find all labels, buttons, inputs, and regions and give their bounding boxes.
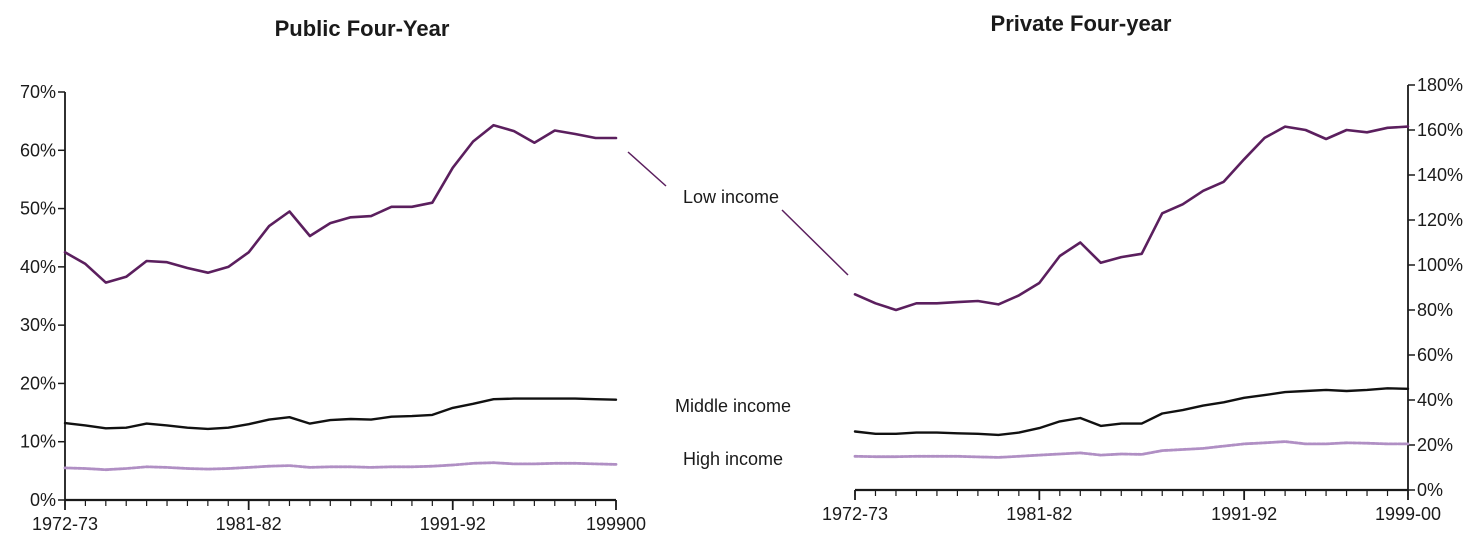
- public-y-tick-label: 40%: [20, 257, 56, 277]
- private-y-tick-label: 180%: [1417, 75, 1463, 95]
- public-chart-title: Public Four-Year: [275, 16, 450, 41]
- private-axes: [854, 84, 1415, 500]
- public-y-tick-label: 50%: [20, 199, 56, 219]
- low-income-leader-left: [627, 151, 667, 187]
- low-income-label: Low income: [683, 187, 779, 207]
- series-labels: Low income Middle income High income: [627, 151, 849, 469]
- public-axes: [58, 91, 617, 510]
- private-series-low-income: [853, 125, 1410, 312]
- public-tick-labels: 0% 10% 20% 30% 40% 50% 60% 70% 1972-73 1981-82 199…: [20, 82, 646, 534]
- public-y-tick-label: 70%: [20, 82, 56, 102]
- public-x-tick-label: 199900: [586, 514, 646, 534]
- private-y-tick-label: 0%: [1417, 480, 1443, 500]
- private-y-tick-label: 140%: [1417, 165, 1463, 185]
- private-chart-title: Private Four-year: [991, 11, 1172, 36]
- public-y-tick-label: 20%: [20, 373, 56, 393]
- private-series-high-income: [853, 440, 1410, 459]
- private-y-tick-label: 60%: [1417, 345, 1453, 365]
- private-x-tick-label: 1991-92: [1211, 504, 1277, 524]
- private-y-tick-label: 20%: [1417, 435, 1453, 455]
- private-y-tick-label: 40%: [1417, 390, 1453, 410]
- public-series-high-income: [63, 461, 618, 472]
- high-income-label: High income: [683, 449, 783, 469]
- public-y-tick-label: 10%: [20, 432, 56, 452]
- private-y-tick-label: 120%: [1417, 210, 1463, 230]
- private-four-year-chart: Private Four-year 0% 20% 40% 60% 80% 100% 120%…: [822, 11, 1463, 524]
- public-y-tick-label: 0%: [30, 490, 56, 510]
- private-x-tick-label: 1981-82: [1006, 504, 1072, 524]
- private-y-tick-label: 100%: [1417, 255, 1463, 275]
- public-series-middle-income: [63, 397, 618, 431]
- private-tick-labels: 0% 20% 40% 60% 80% 100% 120% 140% 160% 180% 1972-7…: [822, 75, 1463, 524]
- private-series-middle-income: [853, 387, 1410, 437]
- public-x-tick-label: 1972-73: [32, 514, 98, 534]
- public-series-lines: [63, 123, 618, 472]
- private-y-tick-label: 160%: [1417, 120, 1463, 140]
- public-x-tick-label: 1991-92: [420, 514, 486, 534]
- middle-income-label: Middle income: [675, 396, 791, 416]
- public-y-tick-label: 60%: [20, 140, 56, 160]
- private-y-tick-label: 80%: [1417, 300, 1453, 320]
- public-four-year-chart: Public Four-Year 0% 10% 20% 30% 40% 50% 60% 70%…: [20, 16, 646, 534]
- public-y-tick-label: 30%: [20, 315, 56, 335]
- public-series-low-income: [63, 123, 618, 284]
- public-x-tick-label: 1981-82: [216, 514, 282, 534]
- private-series-lines: [853, 125, 1410, 459]
- low-income-leader-right: [781, 209, 849, 276]
- private-x-tick-label: 1999-00: [1375, 504, 1441, 524]
- private-x-tick-label: 1972-73: [822, 504, 888, 524]
